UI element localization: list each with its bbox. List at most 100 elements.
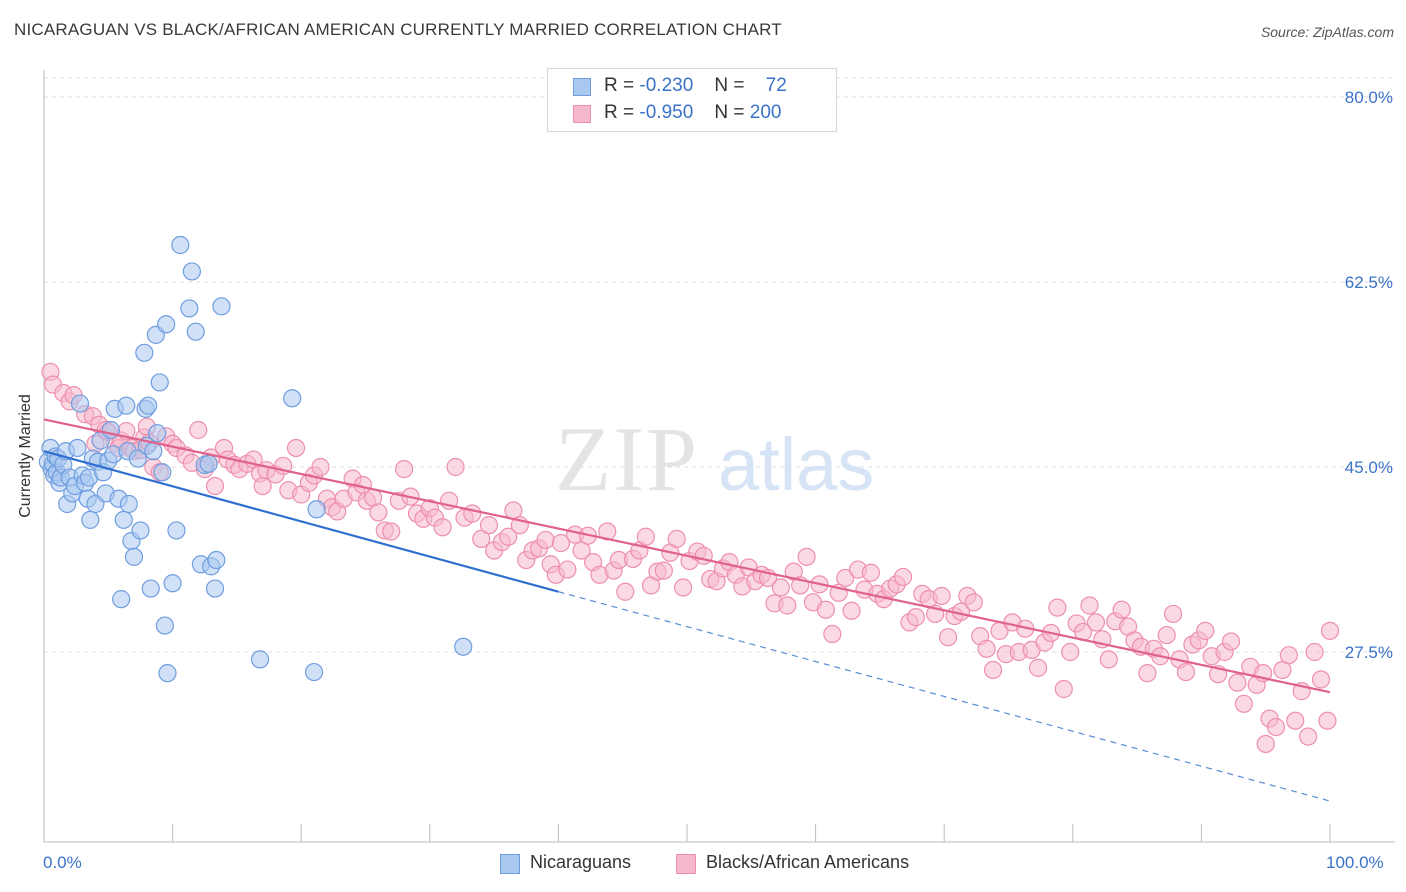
pink-point: [446, 457, 465, 477]
blue-point: [70, 394, 90, 413]
blue-point: [68, 438, 87, 458]
pink-point: [893, 567, 913, 587]
pink-point: [1080, 596, 1099, 615]
watermark: ZIP atlas: [555, 408, 874, 510]
legend-r-label: R =: [604, 75, 635, 96]
pink-point: [616, 582, 635, 601]
x-tick-label-max: 100.0%: [1326, 853, 1384, 872]
pink-point: [861, 563, 880, 582]
pink-point: [1061, 642, 1080, 662]
blue-point: [171, 235, 190, 255]
blue-point: [207, 550, 226, 570]
pink-point: [1176, 662, 1196, 682]
blue-point: [81, 510, 100, 529]
pink-point: [1054, 679, 1073, 699]
pink-point: [964, 593, 983, 612]
pink-point: [674, 578, 693, 597]
legend-r-value: -0.950: [639, 102, 694, 123]
legend-swatch-blue: [500, 854, 520, 874]
pink-point: [205, 476, 225, 496]
blue-point: [199, 454, 218, 473]
pink-point: [1028, 658, 1048, 677]
chart-source: Source: ZipAtlas.com: [1260, 24, 1394, 40]
legend-label-nicaraguans: Nicaraguans: [530, 852, 632, 872]
legend-r-value: -0.230: [639, 75, 694, 96]
legend-r-label: R =: [604, 102, 635, 123]
pink-point: [369, 503, 388, 522]
x-tick-label-min: 0.0%: [43, 853, 82, 872]
blue-point: [117, 396, 136, 415]
legend-n-value: 72: [765, 75, 787, 96]
pink-point: [1311, 670, 1331, 689]
blue-point: [186, 322, 205, 341]
pink-point: [1256, 734, 1275, 754]
blue-point: [304, 662, 324, 682]
watermark-zip: ZIP: [555, 408, 699, 510]
pink-point: [694, 546, 713, 565]
blue-trend-line: [43, 450, 559, 593]
pink-point: [797, 547, 816, 566]
legend-swatch-pink: [573, 105, 591, 123]
pink-point: [983, 660, 1003, 680]
pink-point: [906, 608, 926, 627]
blue-point: [167, 521, 186, 540]
y-tick-label: 27.5%: [1345, 643, 1393, 662]
pink-point: [1234, 694, 1253, 713]
correlation-legend: R = -0.230 N = 72 R = -0.950 N = 200: [547, 68, 837, 132]
blue-point: [150, 373, 169, 392]
y-tick-label: 62.5%: [1345, 273, 1393, 292]
pink-point: [1266, 717, 1286, 737]
pink-point: [1221, 632, 1241, 651]
pink-point: [778, 596, 797, 615]
blue-point: [454, 637, 473, 656]
pink-point: [394, 460, 414, 479]
blue-trend-extension: [558, 591, 1331, 802]
blue-point: [163, 574, 182, 593]
blue-point: [112, 590, 131, 609]
pink-point: [1305, 642, 1324, 662]
legend-n-label: N =: [714, 75, 745, 96]
pink-point: [463, 504, 482, 523]
pink-point: [1320, 621, 1340, 640]
pink-point: [654, 561, 673, 580]
pink-point: [823, 624, 842, 644]
blue-point: [307, 500, 326, 519]
pink-point: [286, 438, 306, 458]
blue-point: [141, 579, 160, 598]
blue-point: [139, 396, 158, 415]
legend-n-label: N =: [714, 102, 745, 123]
pink-point: [1196, 621, 1215, 640]
blue-point: [124, 547, 144, 566]
blue-point: [153, 463, 172, 482]
pink-point: [932, 586, 951, 606]
pink-point: [1157, 625, 1176, 645]
pink-point: [667, 529, 686, 548]
blue-point: [250, 650, 270, 669]
blue-point: [144, 442, 163, 461]
pink-point: [977, 639, 996, 658]
blue-point: [180, 299, 199, 318]
pink-point: [1099, 650, 1118, 669]
pink-point: [551, 534, 571, 553]
blue-point: [205, 579, 225, 598]
pink-point: [636, 527, 655, 546]
pink-point: [472, 529, 491, 548]
pink-point: [1228, 673, 1247, 692]
pink-point: [1299, 727, 1318, 746]
y-tick-labels: 27.5% 45.0% 62.5% 80.0%: [1345, 88, 1393, 662]
pink-point: [558, 560, 577, 579]
blue-point: [157, 315, 176, 334]
pink-point: [499, 527, 518, 546]
axes: [43, 70, 1395, 843]
pink-point: [433, 518, 452, 537]
blue-point: [135, 343, 154, 362]
watermark-atlas: atlas: [718, 423, 874, 506]
pink-point: [189, 420, 208, 440]
pink-point: [1286, 711, 1305, 730]
legend-n-value: 200: [749, 102, 782, 123]
blue-series-points: [38, 235, 473, 683]
pink-point: [938, 628, 958, 647]
blue-point: [119, 494, 138, 514]
blue-point: [212, 297, 231, 316]
pink-point: [1164, 604, 1183, 624]
